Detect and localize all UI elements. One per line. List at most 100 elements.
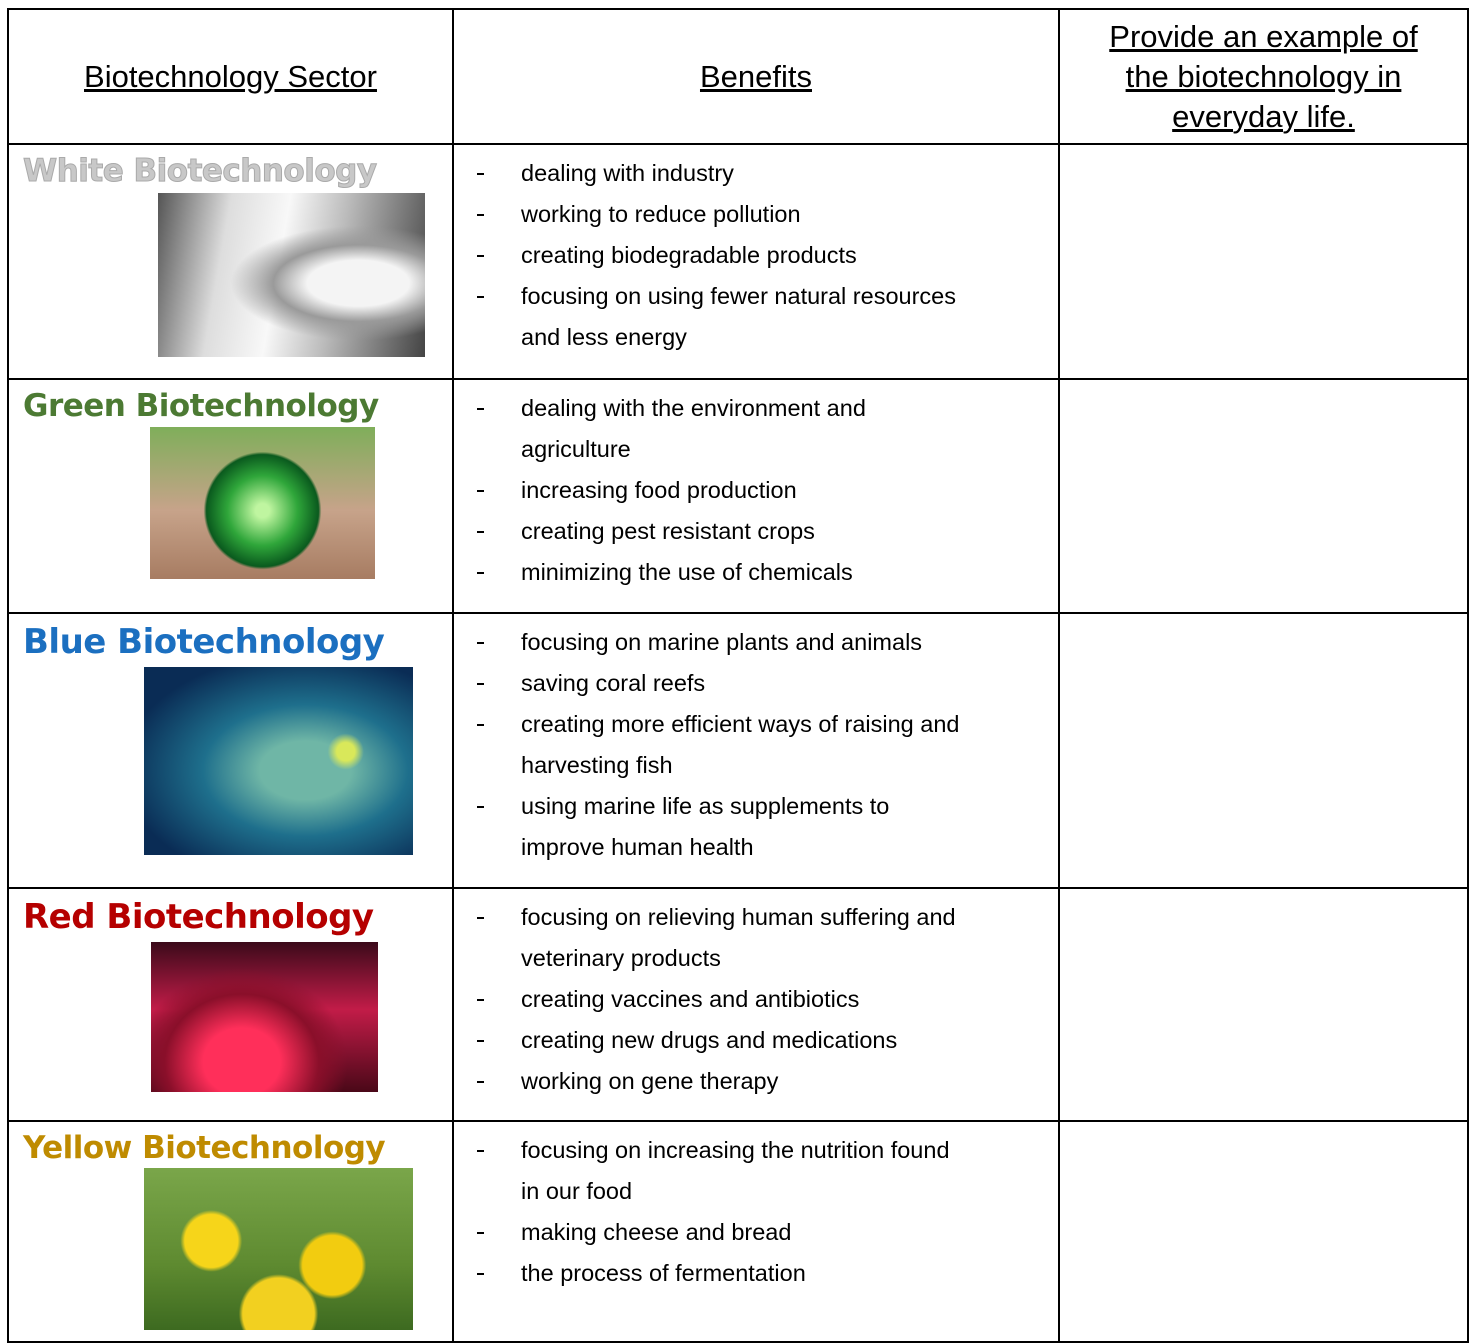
benefit-item: minimizing the use of chemicals [454,552,1058,593]
header-cell: Biotechnology Sector [7,8,454,145]
bullet-dash [454,552,484,593]
benefit-text: saving coral reefs [521,670,706,696]
table-row: Green Biotechnology dealing with the envi… [7,378,1469,614]
bullet-dash [454,1061,484,1102]
benefit-item: dealing with the environment and agricult… [454,388,1058,470]
header-row: Biotechnology Sector Benefits Provide an… [7,8,1469,145]
benefit-text: harvesting fish [521,752,673,778]
sector-cell: Blue Biotechnology [7,612,454,889]
benefit-item: focusing on using fewer natural resource… [454,276,1058,358]
benefit-item: creating vaccines and antibiotics [454,979,1058,1020]
benefit-lines: focusing on increasing the nutrition fou… [483,1130,950,1212]
benefit-text: in our food [521,1178,633,1204]
benefit-lines: creating biodegradable products [483,235,857,276]
bullet-dash [454,1212,484,1253]
benefit-text: making cheese and bread [521,1219,792,1245]
benefit-item: making cheese and bread [454,1212,1058,1253]
benefit-item: the process of fermentation [454,1253,1058,1294]
benefits-cell: focusing on marine plants and animals sav… [452,612,1060,889]
benefit-text: focusing on using fewer natural resource… [521,283,956,309]
benefit-lines: focusing on using fewer natural resource… [483,276,956,358]
header-text: everyday life. [1172,98,1355,134]
benefit-text: focusing on relieving human suffering an… [521,904,956,930]
benefit-text: focusing on marine plants and animals [521,629,923,655]
benefit-lines: creating new drugs and medications [483,1020,897,1061]
table-row: White Biotechnology dealing with industry… [7,143,1469,380]
benefit-text: creating new drugs and medications [521,1027,898,1053]
benefit-item: working on gene therapy [454,1061,1058,1102]
table-row: Yellow Biotechnology focusing on increasi… [7,1120,1469,1343]
benefit-item: dealing with industry [454,153,1058,194]
benefit-item: creating pest resistant crops [454,511,1058,552]
benefit-lines: dealing with the environment and agricult… [483,388,866,470]
sector-image [144,1168,413,1330]
benefit-item: creating new drugs and medications [454,1020,1058,1061]
header-text: Provide an example of [1109,18,1418,54]
bullet-dash [454,1020,484,1061]
benefits-cell: focusing on increasing the nutrition fou… [452,1120,1060,1343]
benefit-text: creating biodegradable products [521,242,857,268]
benefit-lines: minimizing the use of chemicals [483,552,853,593]
benefit-text: using marine life as supplements to [521,793,890,819]
sector-title: White Biotechnology [23,153,378,190]
sector-cell: Red Biotechnology [7,887,454,1122]
benefit-lines: working to reduce pollution [483,194,801,235]
benefit-item: saving coral reefs [454,663,1058,704]
bullet-dash [454,622,484,663]
table-body: Biotechnology Sector Benefits Provide an… [7,8,1469,1343]
sector-title: Blue Biotechnology [23,622,385,662]
benefit-text: agriculture [521,436,631,462]
benefit-lines: creating pest resistant crops [483,511,815,552]
benefit-lines: increasing food production [483,470,797,511]
benefit-text: improve human health [521,834,754,860]
sector-image [150,427,375,579]
sector-image [144,667,413,855]
benefit-text: the process of fermentation [521,1260,806,1286]
biotech-table: Biotechnology Sector Benefits Provide an… [7,8,1469,1343]
benefit-lines: focusing on marine plants and animals [483,622,922,663]
benefit-item: creating biodegradable products [454,235,1058,276]
table-row: Red Biotechnology focusing on relieving h… [7,887,1469,1122]
sector-title: Yellow Biotechnology [23,1130,386,1166]
benefit-item: using marine life as supplements to impro… [454,786,1058,868]
benefit-text: dealing with the environment and [521,395,866,421]
bullet-dash [454,470,484,511]
benefit-item: creating more efficient ways of raising … [454,704,1058,786]
benefits-cell: focusing on relieving human suffering an… [452,887,1060,1122]
benefit-item: working to reduce pollution [454,194,1058,235]
benefit-lines: using marine life as supplements to impro… [483,786,889,868]
header-cell: Provide an example of the biotechnology … [1058,8,1469,145]
example-cell [1058,612,1469,889]
sector-image [158,193,425,357]
benefit-text: minimizing the use of chemicals [521,559,853,585]
benefit-text: creating more efficient ways of raising … [521,711,960,737]
benefit-text: increasing food production [521,477,797,503]
benefit-text: and less energy [521,324,687,350]
table-row: Blue Biotechnology focusing on marine pla… [7,612,1469,889]
benefit-text: working on gene therapy [521,1068,779,1094]
sector-image [151,942,378,1092]
benefit-lines: saving coral reefs [483,663,705,704]
bullet-dash [454,511,484,552]
benefit-text: focusing on increasing the nutrition fou… [521,1137,950,1163]
bullet-dash [454,153,484,194]
sector-title: Green Biotechnology [23,388,379,424]
benefit-lines: creating more efficient ways of raising … [483,704,959,786]
benefit-text: dealing with industry [521,160,734,186]
example-cell [1058,143,1469,380]
benefits-cell: dealing with industry working to reduce p… [452,143,1060,380]
benefit-lines: focusing on relieving human suffering an… [483,897,956,979]
benefit-lines: the process of fermentation [483,1253,806,1294]
example-cell [1058,378,1469,614]
benefit-text: creating pest resistant crops [521,518,815,544]
benefit-text: veterinary products [521,945,721,971]
header-text: Biotechnology Sector [84,58,377,94]
bullet-dash [454,704,484,786]
example-cell [1058,1120,1469,1343]
bullet-dash [454,1130,484,1212]
sector-cell: White Biotechnology [7,143,454,380]
bullet-dash [454,897,484,979]
benefit-item: increasing food production [454,470,1058,511]
benefit-item: focusing on increasing the nutrition fou… [454,1130,1058,1212]
